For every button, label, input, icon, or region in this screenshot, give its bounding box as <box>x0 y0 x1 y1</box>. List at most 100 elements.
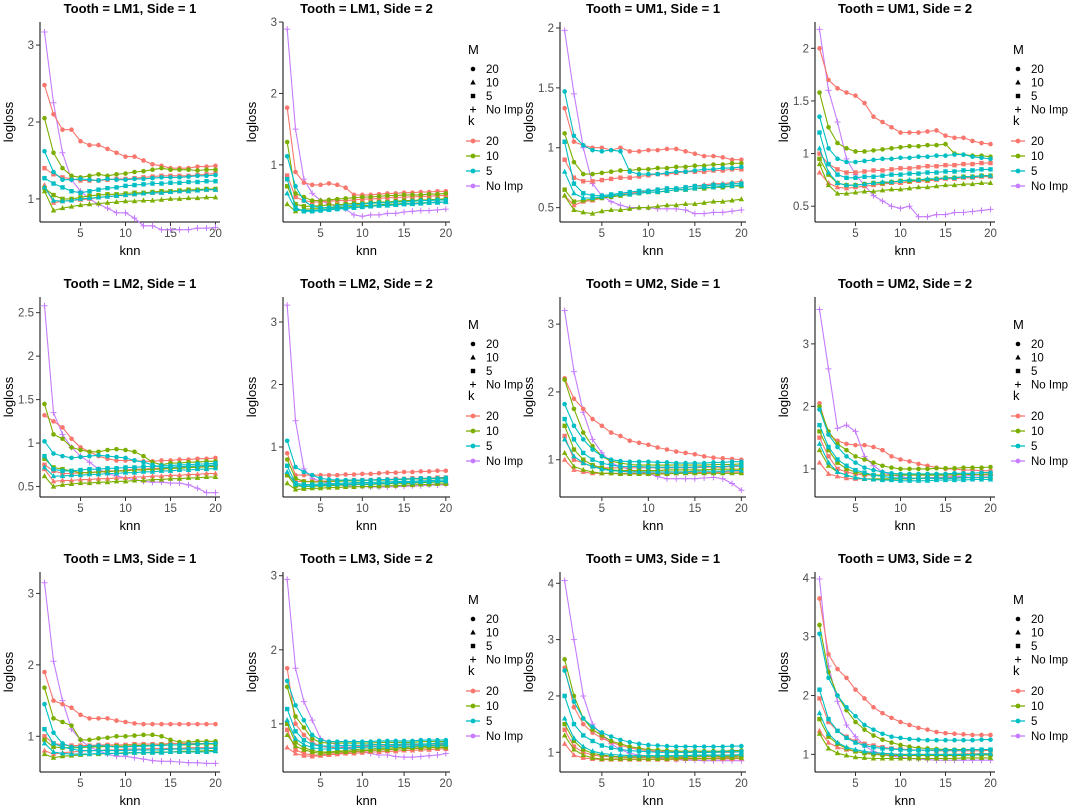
data-point <box>284 153 290 159</box>
data-point <box>185 471 192 477</box>
data-point <box>925 748 930 753</box>
data-point <box>284 450 290 456</box>
data-point <box>140 468 147 474</box>
data-point <box>50 473 57 479</box>
data-point <box>987 206 994 213</box>
data-point <box>284 302 291 309</box>
y-axis-label: logloss <box>244 101 259 142</box>
data-point <box>608 457 614 463</box>
data-point <box>961 135 966 141</box>
data-point <box>41 302 48 309</box>
data-point <box>817 631 822 637</box>
data-point <box>898 166 903 171</box>
data-point <box>186 721 191 727</box>
panel-1: Tooth = LM1, Side = 15 10 15 20123knnloglos… <box>1 1 222 258</box>
data-point <box>692 451 698 457</box>
data-point <box>418 192 424 198</box>
legend-k-dot <box>470 718 476 724</box>
legend-k-dot <box>1015 458 1021 464</box>
data-point <box>879 477 886 483</box>
data-point <box>817 716 822 722</box>
data-point <box>960 477 967 483</box>
data-point <box>907 722 912 728</box>
data-point <box>177 742 182 748</box>
data-point <box>720 168 725 173</box>
data-point <box>590 457 595 462</box>
data-point <box>951 174 958 180</box>
data-point <box>608 734 614 739</box>
data-point <box>880 463 885 469</box>
data-point <box>301 752 307 758</box>
data-point <box>203 470 210 476</box>
data-point <box>292 750 299 756</box>
series-k5-m5 <box>817 422 993 481</box>
data-point <box>60 744 65 750</box>
data-point <box>42 401 47 407</box>
data-point <box>393 201 399 207</box>
data-point <box>176 759 183 765</box>
data-point <box>599 423 605 429</box>
data-point <box>835 460 840 465</box>
legend-m-key <box>470 656 476 663</box>
data-point <box>69 445 74 450</box>
data-point <box>825 459 832 465</box>
data-point <box>870 755 877 761</box>
data-point <box>907 459 912 464</box>
data-point <box>589 210 596 216</box>
data-point <box>682 207 689 214</box>
data-point <box>729 467 735 473</box>
data-point <box>571 406 577 412</box>
data-point <box>898 471 903 477</box>
data-point <box>326 477 332 482</box>
data-point <box>907 155 912 161</box>
series-line <box>286 305 446 488</box>
data-point <box>140 756 147 763</box>
legend-k-label: 20 <box>486 686 499 698</box>
data-point <box>880 474 885 479</box>
data-point <box>384 746 391 752</box>
data-point <box>131 198 138 204</box>
data-point <box>284 744 290 750</box>
data-point <box>589 754 596 760</box>
data-point <box>141 158 146 163</box>
panel-8: Tooth = UM2, Side = 25 10 15 20123knnloglos… <box>776 276 1068 533</box>
series-line <box>818 633 991 741</box>
y-tick-label: 1 <box>28 438 34 450</box>
data-point <box>710 184 717 190</box>
data-point <box>158 196 165 202</box>
data-point <box>853 442 858 448</box>
y-tick-label: 2 <box>803 401 809 413</box>
data-point <box>969 751 976 757</box>
data-point <box>203 225 210 232</box>
data-point <box>401 754 408 761</box>
data-point <box>988 732 993 738</box>
data-point <box>907 744 912 750</box>
data-point <box>376 738 382 744</box>
data-point <box>342 481 349 487</box>
data-point <box>309 190 316 197</box>
data-point <box>673 169 679 175</box>
data-point <box>590 179 595 184</box>
data-point <box>87 748 92 753</box>
legend-m-key <box>1015 629 1021 635</box>
data-point <box>692 755 698 761</box>
y-tick-label: 1 <box>803 464 809 476</box>
data-point <box>924 477 931 483</box>
data-point <box>871 733 876 738</box>
data-point <box>970 161 975 167</box>
data-point <box>105 185 110 191</box>
data-point <box>140 222 147 229</box>
data-point <box>194 485 201 492</box>
data-point <box>691 210 698 217</box>
data-point <box>978 180 985 186</box>
data-point <box>655 171 660 177</box>
data-point <box>608 198 615 205</box>
series-k20-m20 <box>817 596 993 738</box>
data-point <box>599 750 605 756</box>
data-point <box>861 181 868 187</box>
legend-k-label: No Imp <box>486 456 523 468</box>
data-point <box>843 182 850 188</box>
data-point <box>212 224 219 231</box>
data-point <box>663 475 670 482</box>
data-point <box>51 150 56 156</box>
